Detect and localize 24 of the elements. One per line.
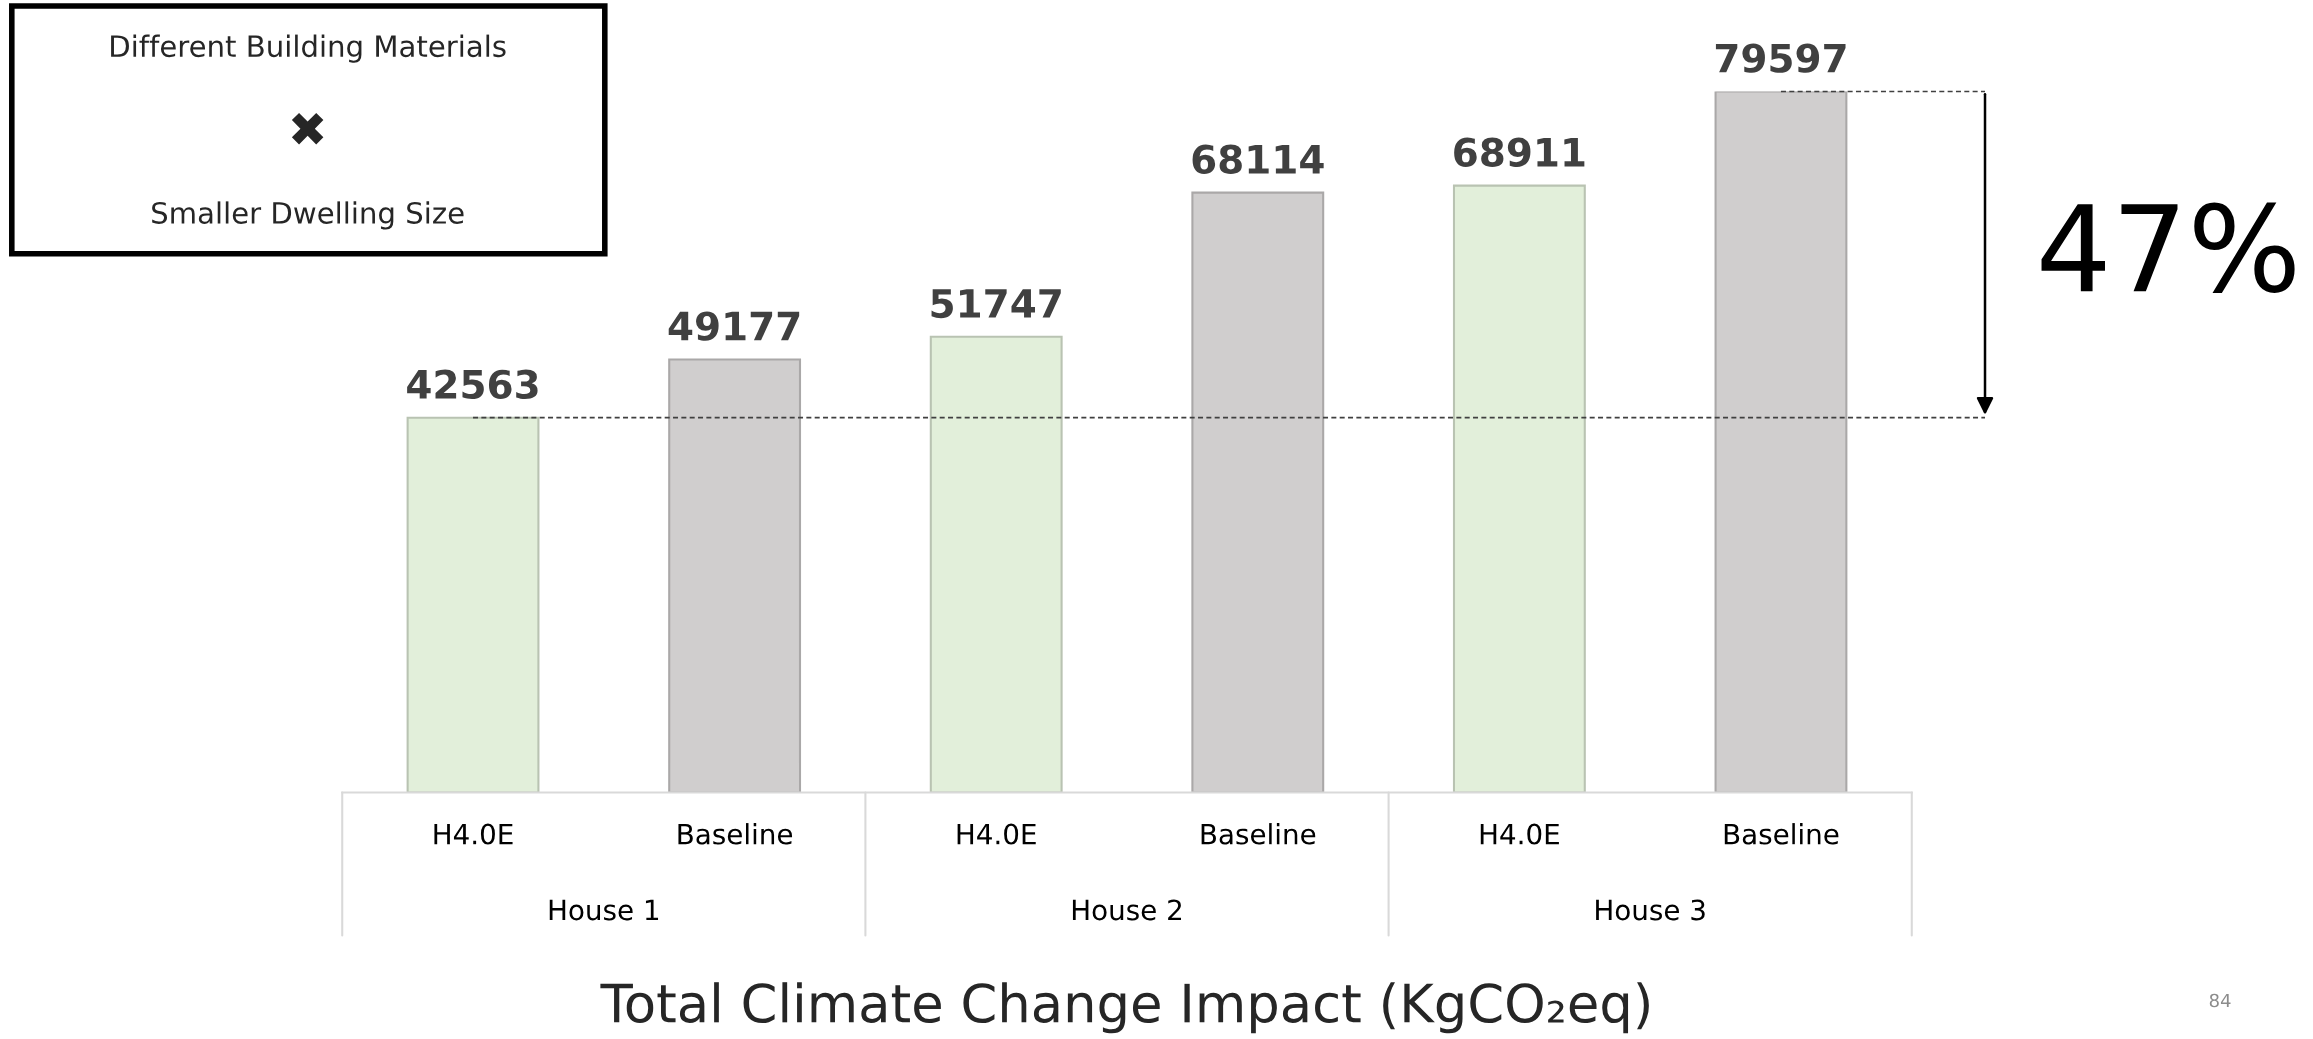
x-tick-label: H4.0E: [434, 823, 513, 845]
bar: [406, 416, 540, 793]
x-tick-label: Baseline: [1201, 823, 1316, 845]
text: 84: [2209, 993, 2231, 1008]
x-tick-label: H4.0E: [1480, 823, 1559, 845]
text: House 1: [549, 899, 659, 921]
text: Different Building Materials: [111, 34, 506, 63]
x-axis-title: Total Climate Change Impact (KgCO₂eq): [600, 982, 1649, 1034]
bar: [1452, 184, 1586, 793]
data-label: 49177: [668, 311, 800, 341]
text: House 3: [1596, 899, 1705, 921]
data-label: 42563: [407, 369, 538, 400]
x-tick-label: Baseline: [1724, 823, 1839, 845]
text: ✖: [291, 112, 324, 145]
data-label: 68911: [1454, 137, 1585, 167]
text: 47%: [2041, 202, 2295, 293]
data-label: 68114: [1192, 144, 1324, 174]
data-label: 79597: [1715, 43, 1846, 73]
x-tick-label: H4.0E: [957, 823, 1036, 845]
data-label: 51747: [931, 289, 1061, 319]
x-tick-label: Baseline: [678, 823, 793, 845]
text: House 2: [1072, 899, 1181, 921]
annotation: Smaller Dwelling Size: [152, 201, 464, 230]
bar: [929, 335, 1063, 793]
